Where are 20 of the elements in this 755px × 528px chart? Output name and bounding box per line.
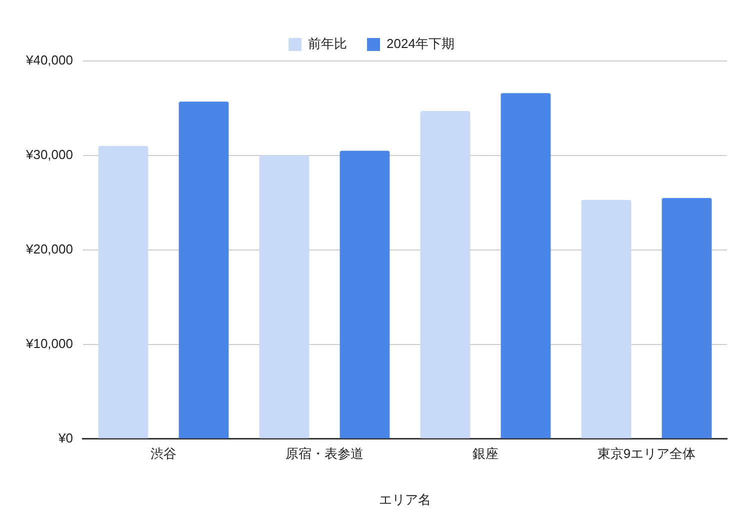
bar	[662, 198, 712, 438]
bar	[340, 150, 390, 438]
x-tick-label: 原宿・表参道	[285, 446, 364, 462]
bar	[259, 155, 310, 438]
x-tick-label: 銀座	[472, 446, 498, 462]
x-tick-label: 東京9エリア全体	[597, 446, 696, 462]
y-tick-label: ¥10,000	[24, 336, 73, 351]
bar	[500, 93, 551, 438]
bar	[178, 102, 229, 438]
bar	[98, 146, 148, 438]
legend-label: 2024年下期	[386, 36, 454, 52]
bar	[420, 111, 470, 438]
y-tick-label: ¥30,000	[24, 147, 73, 162]
y-tick-label: ¥0	[58, 430, 73, 446]
x-tick-label: 渋谷	[150, 446, 176, 462]
x-axis-title: エリア名	[378, 492, 431, 507]
legend-label: 前年比	[308, 36, 348, 52]
y-tick-label: ¥40,000	[24, 52, 73, 68]
bar	[581, 200, 632, 438]
y-tick-label: ¥20,000	[24, 241, 73, 256]
